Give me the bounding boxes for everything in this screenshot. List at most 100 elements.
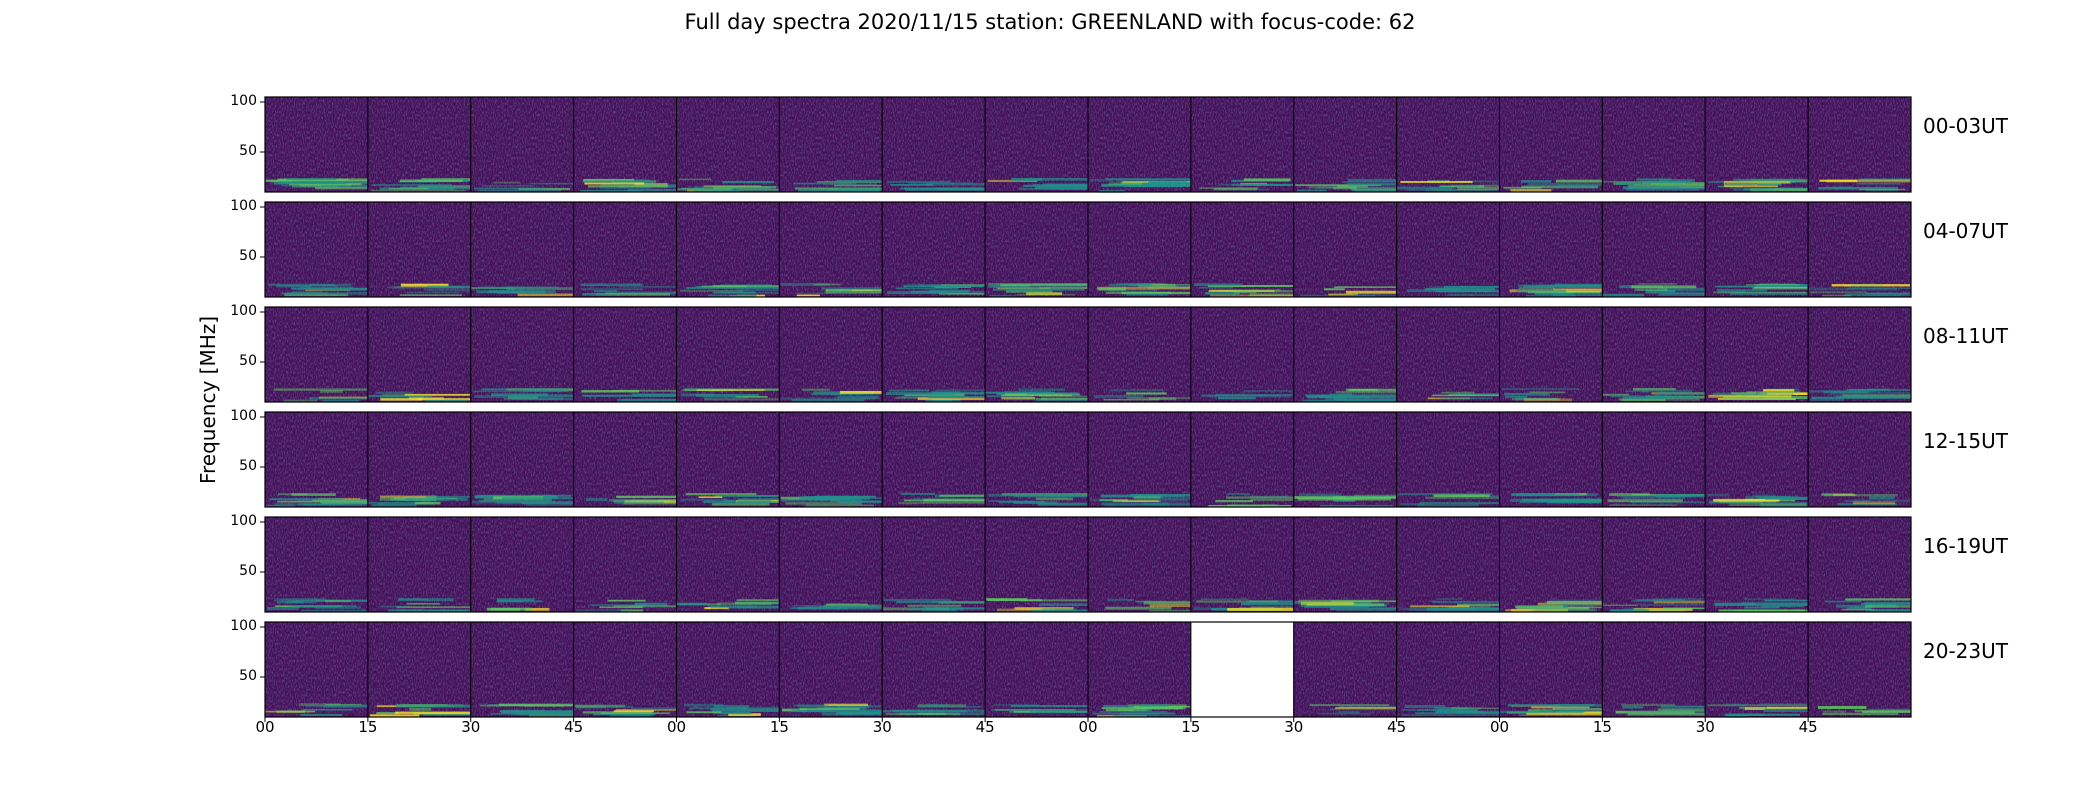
spectrogram-panel xyxy=(676,411,780,508)
emission-band xyxy=(1323,288,1345,291)
spectrogram-panel xyxy=(1190,516,1295,613)
emission-band xyxy=(581,390,640,393)
emission-band xyxy=(896,600,986,604)
emission-band xyxy=(1038,603,1088,606)
emission-band xyxy=(1723,184,1778,188)
emission-band xyxy=(736,599,780,602)
emission-band xyxy=(404,393,471,396)
emission-band xyxy=(1138,284,1176,287)
spectrogram-panel xyxy=(367,621,472,718)
emission-band xyxy=(1746,283,1801,286)
emission-band xyxy=(1522,498,1563,501)
spectrogram-panel xyxy=(264,411,369,508)
emission-band xyxy=(1333,398,1397,400)
emission-band xyxy=(517,293,574,297)
spectrogram-panel xyxy=(470,96,575,193)
emission-band xyxy=(887,291,947,294)
spectrogram-panel xyxy=(1601,516,1706,613)
emission-band xyxy=(930,290,986,294)
emission-band xyxy=(406,291,460,294)
spectra-row xyxy=(260,201,1912,298)
emission-band xyxy=(1761,605,1805,608)
emission-band xyxy=(589,604,647,606)
panel-noise xyxy=(1705,307,1809,402)
emission-band xyxy=(888,389,930,392)
panel-noise xyxy=(1293,307,1397,402)
panel-noise xyxy=(1705,622,1809,717)
y-tick-label: 50 xyxy=(239,353,257,369)
emission-band xyxy=(388,609,471,613)
emission-band xyxy=(1249,600,1294,603)
x-tick-label: 00 xyxy=(1489,718,1510,736)
spectrogram-panel xyxy=(1396,306,1500,403)
panel-noise xyxy=(1499,412,1603,507)
emission-band xyxy=(887,180,951,183)
emission-band xyxy=(702,186,770,189)
emission-band xyxy=(1010,705,1088,708)
spectrogram-panel xyxy=(984,516,1089,613)
emission-band xyxy=(837,395,879,399)
emission-band xyxy=(1559,602,1595,606)
emission-band xyxy=(1610,395,1668,398)
panel-noise xyxy=(779,517,883,612)
emission-band xyxy=(1630,501,1706,504)
emission-band xyxy=(595,293,671,296)
emission-band xyxy=(1017,293,1075,296)
emission-band xyxy=(1746,391,1801,394)
emission-band xyxy=(929,289,970,292)
spectrogram-panel xyxy=(264,96,369,193)
emission-band xyxy=(1338,711,1360,714)
panel-noise xyxy=(1190,517,1294,612)
emission-band xyxy=(627,188,677,192)
emission-band xyxy=(1851,283,1883,287)
emission-band xyxy=(1515,397,1558,400)
y-tick-label: 50 xyxy=(239,563,257,579)
emission-band xyxy=(735,395,768,398)
emission-band xyxy=(1447,293,1500,297)
emission-band xyxy=(1822,294,1851,297)
y-tick-label: 100 xyxy=(230,408,257,424)
emission-band xyxy=(409,707,432,711)
emission-band xyxy=(899,712,986,715)
emission-band xyxy=(1444,285,1500,288)
emission-band xyxy=(780,283,830,286)
panel-noise xyxy=(1602,412,1706,507)
emission-band xyxy=(1708,500,1763,504)
panel-noise xyxy=(470,412,574,507)
emission-band xyxy=(1115,179,1191,182)
emission-band xyxy=(1741,602,1809,605)
emission-band xyxy=(1307,395,1370,399)
panel-noise xyxy=(1499,202,1603,297)
emission-band xyxy=(1134,497,1191,500)
emission-band xyxy=(1810,398,1844,401)
emission-band xyxy=(1438,707,1482,710)
emission-band xyxy=(1308,185,1357,189)
emission-band xyxy=(1101,707,1183,710)
emission-band xyxy=(1621,398,1666,402)
panel-noise xyxy=(573,517,677,612)
emission-band xyxy=(1149,397,1177,400)
emission-band xyxy=(735,601,780,605)
emission-band xyxy=(1213,188,1258,191)
emission-band xyxy=(1841,608,1875,611)
emission-band xyxy=(1346,290,1397,294)
y-tick-label: 50 xyxy=(239,143,257,159)
emission-band xyxy=(1846,607,1872,610)
emission-band xyxy=(1832,186,1854,190)
emission-band xyxy=(1093,395,1144,398)
panel-noise xyxy=(1190,307,1294,402)
emission-band xyxy=(277,500,368,503)
emission-band xyxy=(1847,287,1911,290)
emission-band xyxy=(907,181,974,184)
spectrogram-panel xyxy=(1087,411,1192,508)
emission-band xyxy=(1659,292,1706,296)
emission-band xyxy=(1297,497,1391,501)
emission-band xyxy=(296,605,357,608)
emission-band xyxy=(380,495,437,498)
emission-band xyxy=(1729,187,1804,190)
emission-band xyxy=(1333,186,1357,190)
emission-band xyxy=(1824,494,1898,497)
emission-band xyxy=(1821,493,1854,496)
x-tick-label: 15 xyxy=(358,718,378,736)
panel-noise xyxy=(779,97,883,192)
